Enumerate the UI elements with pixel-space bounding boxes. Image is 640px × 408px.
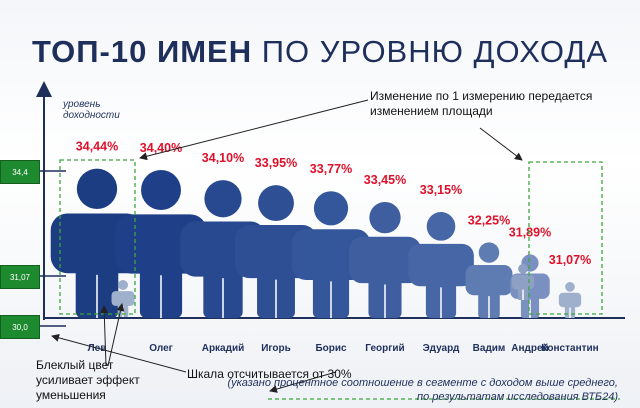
name-label: Эдуард — [423, 343, 460, 354]
scale-box-top: 34,4 — [0, 160, 40, 184]
name-label: Игорь — [261, 343, 291, 354]
person-8 — [465, 242, 513, 318]
pct-label: 32,25% — [468, 213, 510, 227]
arrow-change-left — [139, 99, 369, 161]
dashed-box-left — [59, 159, 136, 315]
name-label: Георгий — [365, 343, 404, 354]
y-axis-label: уровень доходности — [63, 99, 120, 121]
arrow-faded-1 — [107, 303, 125, 367]
pct-label: 34,10% — [202, 151, 244, 165]
person-6 — [349, 201, 421, 318]
pct-label: 33,77% — [310, 162, 352, 176]
note-faded-line1: Блеклый цвет — [36, 358, 114, 372]
title-bold: ТОП-10 ИМЕН — [31, 34, 253, 69]
person-7 — [408, 212, 474, 318]
pct-label: 34,44% — [76, 140, 118, 154]
source-line2: по результатам исследования ВТБ24) — [417, 391, 618, 403]
pct-label: 34,40% — [140, 141, 182, 155]
note-faded: Блеклый цвет усиливает эффект уменьшения — [36, 358, 140, 403]
person-10 — [558, 282, 582, 318]
y-axis-label-line2: доходности — [63, 110, 120, 121]
name-label: Андрей — [511, 343, 548, 354]
pct-label: 33,15% — [420, 183, 462, 197]
faded-person-ref — [511, 264, 535, 300]
pct-label: 31,07% — [549, 253, 591, 267]
name-label: Олег — [149, 343, 173, 354]
pct-label: 31,89% — [509, 225, 551, 239]
source-note: (указано процентное соотношение в сегмен… — [227, 376, 618, 404]
name-label: Борис — [315, 343, 347, 354]
note-change-line1: Изменение по 1 измерению передается — [370, 89, 593, 103]
note-faded-line2: усиливает эффект — [36, 373, 140, 387]
scale-box-mid: 31,07 — [0, 265, 40, 289]
name-label: Вадим — [473, 343, 506, 354]
title-rest: ПО УРОВНЮ ДОХОДА — [261, 34, 609, 69]
name-label: Константин — [541, 343, 598, 354]
note-scale: Шкала отсчитывается от 30% — [187, 367, 352, 381]
dashed-box-right — [528, 161, 603, 315]
scale-box-bottom: 30,0 — [0, 315, 40, 339]
page-title: ТОП-10 ИМЕН ПО УРОВНЮ ДОХОДА — [0, 34, 640, 70]
y-axis-label-line1: уровень — [63, 99, 101, 110]
source-line1: (указано процентное соотношение в сегмен… — [227, 377, 618, 389]
note-change-line2: изменением площади — [370, 104, 493, 118]
arrow-scale-left — [51, 333, 187, 373]
note-faded-line3: уменьшения — [36, 388, 106, 402]
arrow-scale-right — [269, 371, 337, 393]
note-change: Изменение по 1 измерению передается изме… — [370, 89, 592, 119]
arrow-faded-2 — [100, 305, 109, 367]
arrow-change-right — [479, 127, 523, 161]
pct-label: 33,45% — [364, 173, 406, 187]
name-label: Аркадий — [202, 343, 245, 354]
pct-label: 33,95% — [255, 156, 297, 170]
